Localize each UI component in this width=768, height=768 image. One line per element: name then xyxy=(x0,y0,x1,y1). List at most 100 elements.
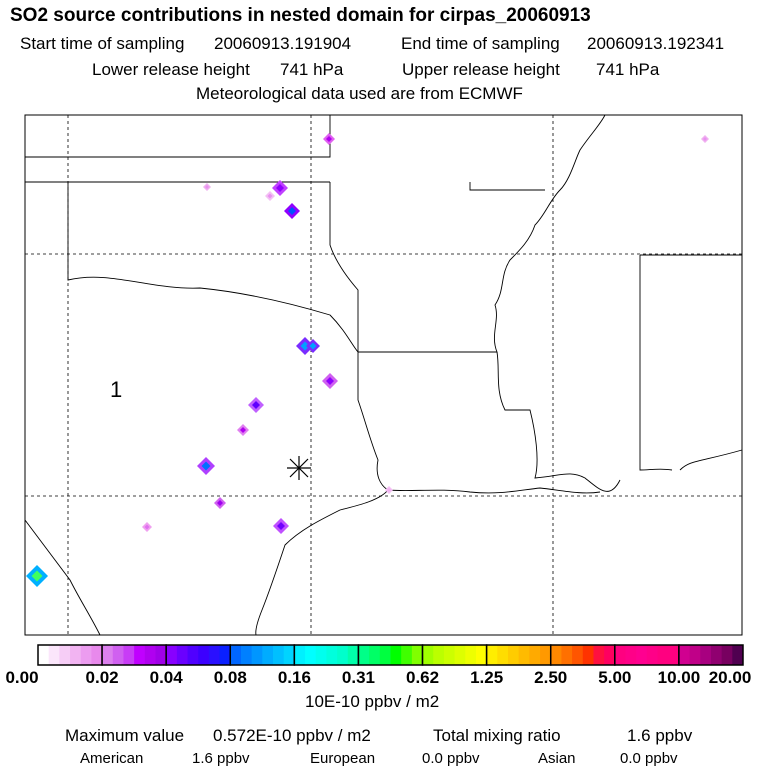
total-mixing-value: 1.6 ppbv xyxy=(627,726,693,745)
plume-cell xyxy=(267,193,273,199)
european-label: European xyxy=(310,750,376,767)
upper-height-label: Upper release height xyxy=(402,60,560,79)
colorbar-swatch xyxy=(422,645,434,665)
colorbar-swatch xyxy=(668,645,680,665)
colorbar-swatch xyxy=(657,645,669,665)
plume-cell xyxy=(144,524,150,530)
colorbar-swatch xyxy=(475,645,488,665)
plume-cell xyxy=(205,185,209,189)
colorbar-swatch xyxy=(294,645,306,665)
colorbar-swatch xyxy=(497,645,509,665)
colorbar-swatch xyxy=(593,645,605,665)
colorbar-swatch xyxy=(251,645,263,665)
colorbar-tick-label: 0.62 xyxy=(405,668,440,687)
colorbar-swatch xyxy=(614,645,626,665)
plume-cell xyxy=(252,401,260,409)
colorbar-swatch xyxy=(443,645,456,665)
colorbar-swatch xyxy=(550,645,562,665)
plume-cell xyxy=(326,136,332,142)
plume-cell xyxy=(277,522,285,530)
colorbar-swatch xyxy=(732,645,744,665)
colorbar-swatch xyxy=(465,645,477,665)
colorbar-swatch xyxy=(187,645,199,665)
colorbar-swatch xyxy=(508,645,520,665)
colorbar-tick-label: 0.16 xyxy=(277,668,311,687)
upper-height-value: 741 hPa xyxy=(596,60,660,79)
plot-title: SO2 source contributions in nested domai… xyxy=(10,5,591,26)
colorbar-swatch xyxy=(486,645,498,665)
colorbar-tick-label: 10.00 xyxy=(657,668,701,687)
american-value: 1.6 ppbv xyxy=(192,750,250,767)
colorbar-swatch xyxy=(48,645,60,665)
colorbar-swatch xyxy=(721,645,733,665)
max-value: 0.572E-10 ppbv / m2 xyxy=(213,726,371,745)
colorbar-swatch xyxy=(326,645,338,665)
colorbar-swatch xyxy=(604,645,616,665)
colorbar-swatch xyxy=(411,645,424,665)
colorbar-swatch xyxy=(369,645,381,665)
lower-height-label: Lower release height xyxy=(92,60,250,79)
colorbar-swatch xyxy=(208,645,221,665)
colorbar-swatch xyxy=(38,645,50,665)
colorbar-swatch xyxy=(379,645,391,665)
plume-cell xyxy=(300,341,310,351)
colorbar-swatch xyxy=(710,645,723,665)
colorbar-swatch xyxy=(198,645,210,665)
met-data-line: Meteorological data used are from ECMWF xyxy=(196,84,523,103)
plume-cell xyxy=(387,488,391,492)
total-mixing-label: Total mixing ratio xyxy=(433,726,561,745)
colorbar-swatch xyxy=(678,645,691,665)
plume-cell xyxy=(326,377,334,385)
colorbar-tick-label: 0.08 xyxy=(213,668,247,687)
colorbar-swatch xyxy=(102,645,114,665)
colorbar-swatch xyxy=(283,645,295,665)
plume-cell xyxy=(276,184,284,192)
start-time-value: 20060913.191904 xyxy=(214,34,352,53)
plume-cell xyxy=(240,427,246,433)
colorbar-swatch xyxy=(689,645,701,665)
start-time-label: Start time of sampling xyxy=(20,34,185,53)
colorbar-tick-label: 1.25 xyxy=(470,668,504,687)
colorbar-swatch xyxy=(347,645,359,665)
colorbar-swatch xyxy=(582,645,594,665)
european-value: 0.0 ppbv xyxy=(422,750,480,767)
colorbar-swatch xyxy=(561,645,573,665)
plume-cell xyxy=(288,207,296,215)
asian-value: 0.0 ppbv xyxy=(620,750,678,767)
colorbar-swatch xyxy=(155,645,167,665)
asterisk-icon xyxy=(287,456,311,480)
plume-cell xyxy=(309,342,317,350)
colorbar-swatch xyxy=(176,645,189,665)
colorbar-swatch xyxy=(401,645,413,665)
plume-cell xyxy=(703,137,707,141)
map-frame xyxy=(24,114,743,636)
colorbar-swatch xyxy=(518,645,530,665)
colorbar-swatch xyxy=(315,645,327,665)
colorbar-swatch xyxy=(390,645,402,665)
colorbar-swatch xyxy=(529,645,541,665)
lower-height-value: 741 hPa xyxy=(280,60,344,79)
american-label: American xyxy=(80,750,144,767)
colorbar-swatch xyxy=(91,645,103,665)
colorbar xyxy=(37,644,744,666)
colorbar-swatch xyxy=(166,645,178,665)
plume-marks xyxy=(26,133,709,587)
colorbar-tick-label: 0.02 xyxy=(85,668,119,687)
colorbar-tick-label: 0.31 xyxy=(341,668,375,687)
asian-label: Asian xyxy=(538,750,576,767)
colorbar-swatch xyxy=(112,645,124,665)
colorbar-swatch xyxy=(700,645,712,665)
colorbar-swatch xyxy=(646,645,659,665)
colorbar-swatch xyxy=(273,645,285,665)
colorbar-units: 10E-10 ppbv / m2 xyxy=(305,692,440,711)
colorbar-swatch xyxy=(337,645,349,665)
colorbar-tick-label: 0.00 xyxy=(5,668,39,687)
colorbar-swatch xyxy=(540,645,552,665)
colorbar-swatch xyxy=(70,645,82,665)
colorbar-interval xyxy=(678,644,744,666)
colorbar-swatch xyxy=(144,645,156,665)
colorbar-swatch xyxy=(625,645,637,665)
colorbar-swatch xyxy=(454,645,466,665)
colorbar-swatch xyxy=(123,645,135,665)
